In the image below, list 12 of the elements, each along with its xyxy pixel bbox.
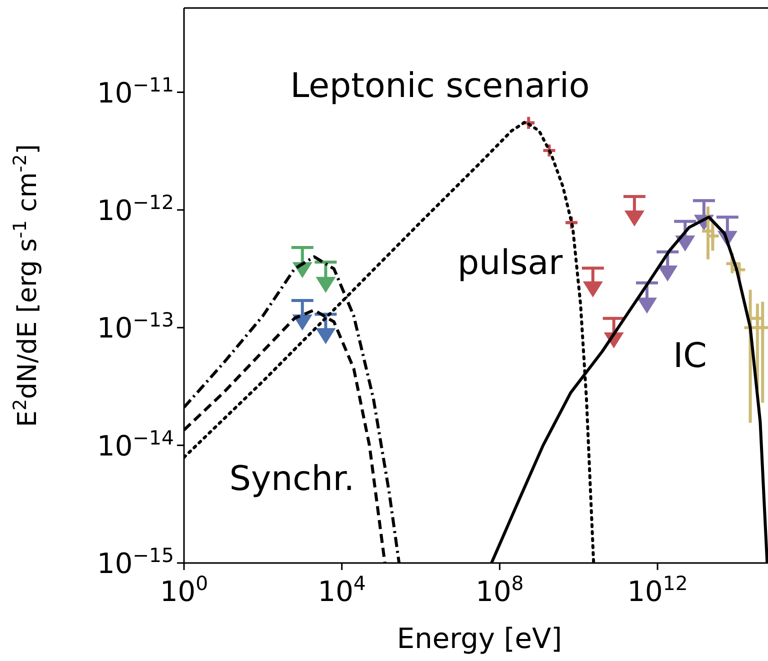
x-tick-label: 10$^{12}$ bbox=[627, 572, 688, 608]
y-tick-label: 10$^{−14}$ bbox=[97, 426, 174, 462]
text: Leptonic scenario bbox=[290, 66, 590, 106]
y-tick-label: 10$^{−11}$ bbox=[97, 72, 174, 110]
annotation: Synchr. bbox=[229, 459, 355, 499]
x-tick-label: 10$^{8}$ bbox=[476, 572, 524, 608]
x-axis-title: Energy [eV] bbox=[396, 622, 562, 655]
x-tick-label: 10$^{4}$ bbox=[318, 572, 366, 608]
y-tick-label: 10$^{−12}$ bbox=[97, 190, 174, 227]
y-tick-label: 10$^{−13}$ bbox=[97, 308, 174, 345]
annotation: pulsar bbox=[457, 243, 563, 283]
annotation: IC bbox=[673, 336, 707, 376]
